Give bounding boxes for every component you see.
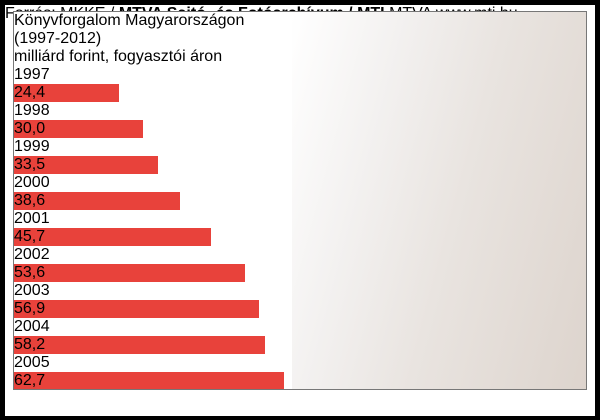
- bar-chart: Könyvforgalom Magyarországon (1997-2012)…: [14, 12, 586, 389]
- bar-row: 1998 30,0: [14, 102, 586, 138]
- bar-row: 2003 56,9: [14, 282, 586, 318]
- photo-background: [292, 12, 586, 389]
- chart-title-line1: Könyvforgalom Magyarországon: [14, 12, 245, 29]
- value-label: 30,0: [14, 120, 46, 137]
- year-label: 2001: [14, 210, 50, 227]
- value-label: 56,9: [14, 300, 46, 317]
- value-bar: 56,9: [14, 300, 260, 318]
- value-label: 62,7: [14, 372, 46, 389]
- year-label: 2005: [14, 354, 50, 371]
- bar-row: 2004 58,2: [14, 318, 586, 354]
- bar-row: 1997 24,4: [14, 66, 586, 102]
- year-label: 2004: [14, 318, 50, 335]
- value-bar: 38,6: [14, 192, 181, 210]
- value-label: 24,4: [14, 84, 46, 101]
- chart-subtitle: milliárd forint, fogyasztói áron: [14, 48, 223, 65]
- value-label: 38,6: [14, 192, 46, 209]
- chart-title-line2: (1997-2012): [14, 30, 102, 47]
- chart-title: Könyvforgalom Magyarországon (1997-2012): [14, 12, 586, 48]
- bar-row: 2000 38,6: [14, 174, 586, 210]
- inner-frame: MAGYARO Könyvforgalom Magyarországon: [5, 5, 595, 416]
- bar-row: 2002 53,6: [14, 246, 586, 282]
- year-label: 1999: [14, 138, 50, 155]
- value-bar: 30,0: [14, 120, 144, 138]
- reader-photo: MAGYARO: [292, 12, 586, 389]
- value-bar: 24,4: [14, 84, 120, 102]
- content-area: MAGYARO Könyvforgalom Magyarországon: [13, 11, 587, 390]
- bar-rows: 1997 24,4 1998 30,0 1999 33,5 2000 38,6 2001 45,7…: [14, 66, 586, 389]
- value-label: 33,5: [14, 156, 46, 173]
- year-label: 2003: [14, 282, 50, 299]
- value-label: 45,7: [14, 228, 46, 245]
- bar-row: 2005 62,7: [14, 354, 586, 389]
- value-bar: 62,7: [14, 372, 285, 389]
- year-label: 1998: [14, 102, 50, 119]
- value-label: 53,6: [14, 264, 46, 281]
- value-bar: 58,2: [14, 336, 265, 354]
- bar-row: 2001 45,7: [14, 210, 586, 246]
- year-label: 2000: [14, 174, 50, 191]
- value-label: 58,2: [14, 336, 46, 353]
- year-label: 2002: [14, 246, 50, 263]
- year-label: 1997: [14, 66, 50, 83]
- value-bar: 45,7: [14, 228, 212, 246]
- bar-row: 1999 33,5: [14, 138, 586, 174]
- value-bar: 33,5: [14, 156, 159, 174]
- value-bar: 53,6: [14, 264, 246, 282]
